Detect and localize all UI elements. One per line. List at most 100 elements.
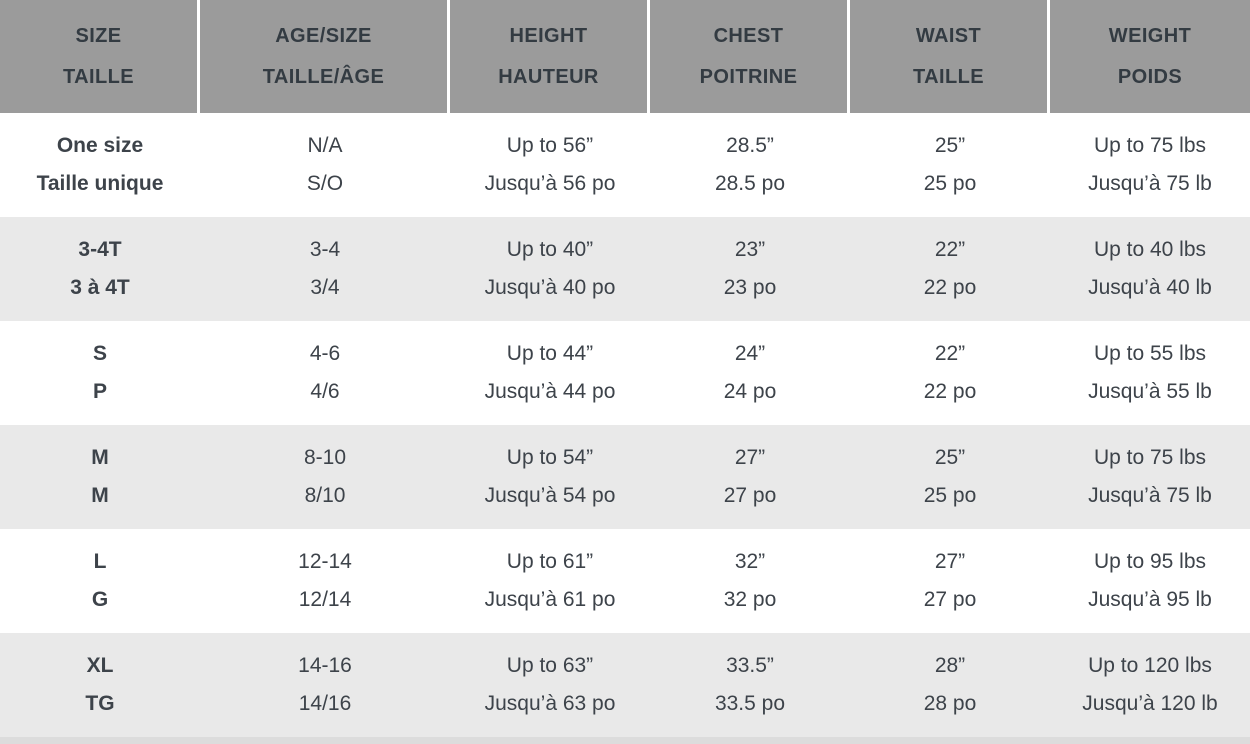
cell-line-en: Up to 40” — [506, 238, 594, 261]
column-header-waist: WAIST TAILLE — [850, 0, 1050, 113]
table-row: XL TG 14-16 14/16 Up to 63” Jusqu’à 63 po 33.5… — [0, 633, 1250, 737]
cell-weight: Up to 75 lbs Jusqu’à 75 lb — [1050, 425, 1250, 529]
cell-line-en: L — [93, 550, 107, 573]
cell-size: One size Taille unique — [0, 113, 200, 217]
cell-line-fr: 4/6 — [310, 380, 340, 403]
cell-line-fr: Jusqu’à 61 po — [484, 588, 616, 611]
cell-line-en: Up to 44” — [506, 342, 594, 365]
cell-line-en: 3-4 — [309, 238, 341, 261]
cell-line-en: 25” — [934, 446, 966, 469]
cell-line-fr: 28.5 po — [714, 172, 786, 195]
cell-height: Up to 44” Jusqu’à 44 po — [450, 321, 650, 425]
cell-chest: 27” 27 po — [650, 425, 850, 529]
cell-line-fr: 12/14 — [298, 588, 352, 611]
cell-line-en: One size — [56, 134, 144, 157]
cell-line-fr: Jusqu’à 75 lb — [1088, 484, 1212, 507]
cell-line-fr: 22 po — [923, 380, 977, 403]
cell-line-en: 12-14 — [298, 550, 352, 573]
cell-line-en: Up to 55 lbs — [1093, 342, 1207, 365]
cell-waist: 22” 22 po — [850, 217, 1050, 321]
column-label-en: CHEST — [713, 24, 784, 47]
cell-line-fr: 27 po — [923, 588, 977, 611]
cell-line-fr: P — [92, 380, 107, 403]
table-row: M M 8-10 8/10 Up to 54” Jusqu’à 54 po 27” 27 po… — [0, 425, 1250, 529]
cell-line-en: 8-10 — [303, 446, 347, 469]
column-label-fr: POIDS — [1117, 65, 1183, 88]
cell-line-en: 25” — [934, 134, 966, 157]
cell-line-en: N/A — [307, 134, 343, 157]
cell-line-en: 32” — [734, 550, 766, 573]
cell-age-size: N/A S/O — [200, 113, 450, 217]
cell-line-en: 3-4T — [78, 238, 122, 261]
column-label-fr: HAUTEUR — [498, 65, 599, 88]
column-header-weight: WEIGHT POIDS — [1050, 0, 1250, 113]
cell-line-en: 28.5” — [726, 134, 774, 157]
cell-line-en: Up to 61” — [506, 550, 594, 573]
column-label-fr: POITRINE — [699, 65, 798, 88]
cell-chest: 33.5” 33.5 po — [650, 633, 850, 737]
cell-age-size: 4-6 4/6 — [200, 321, 450, 425]
cell-line-en: 4-6 — [309, 342, 341, 365]
cell-line-fr: Jusqu’à 56 po — [484, 172, 616, 195]
cell-chest: 28.5” 28.5 po — [650, 113, 850, 217]
cell-line-en: XL — [86, 654, 114, 677]
column-label-fr: TAILLE — [63, 65, 134, 88]
column-label-fr: TAILLE/ÂGE — [262, 65, 385, 88]
cell-line-fr: 32 po — [723, 588, 777, 611]
cell-height: Up to 63” Jusqu’à 63 po — [450, 633, 650, 737]
column-label-en: WEIGHT — [1108, 24, 1192, 47]
cell-line-fr: S/O — [306, 172, 344, 195]
table-row: S P 4-6 4/6 Up to 44” Jusqu’à 44 po 24” 24 po 22… — [0, 321, 1250, 425]
cell-line-fr: Jusqu’à 54 po — [484, 484, 616, 507]
cell-line-en: Up to 75 lbs — [1093, 134, 1207, 157]
cell-waist: 25” 25 po — [850, 425, 1050, 529]
cell-line-fr: 27 po — [723, 484, 777, 507]
cell-line-en: 27” — [934, 550, 966, 573]
cell-waist: 22” 22 po — [850, 321, 1050, 425]
cell-line-fr: Jusqu’à 63 po — [484, 692, 616, 715]
bottom-strip — [0, 737, 1250, 744]
cell-line-en: Up to 63” — [506, 654, 594, 677]
cell-line-fr: Jusqu’à 40 po — [484, 276, 616, 299]
column-header-age-size: AGE/SIZE TAILLE/ÂGE — [200, 0, 450, 113]
cell-line-en: Up to 75 lbs — [1093, 446, 1207, 469]
cell-line-en: S — [92, 342, 107, 365]
cell-line-en: Up to 40 lbs — [1093, 238, 1207, 261]
cell-line-fr: 24 po — [723, 380, 777, 403]
cell-chest: 24” 24 po — [650, 321, 850, 425]
cell-weight: Up to 55 lbs Jusqu’à 55 lb — [1050, 321, 1250, 425]
cell-line-en: 28” — [934, 654, 966, 677]
cell-line-en: M — [91, 446, 109, 469]
column-label-en: SIZE — [75, 24, 122, 47]
cell-waist: 27” 27 po — [850, 529, 1050, 633]
cell-line-fr: 25 po — [923, 172, 977, 195]
cell-height: Up to 54” Jusqu’à 54 po — [450, 425, 650, 529]
cell-line-fr: M — [91, 484, 109, 507]
cell-weight: Up to 75 lbs Jusqu’à 75 lb — [1050, 113, 1250, 217]
cell-chest: 23” 23 po — [650, 217, 850, 321]
column-label-en: AGE/SIZE — [275, 24, 372, 47]
column-header-height: HEIGHT HAUTEUR — [450, 0, 650, 113]
cell-line-fr: G — [91, 588, 109, 611]
cell-line-fr: TG — [85, 692, 115, 715]
table-body: One size Taille unique N/A S/O Up to 56” Jusq… — [0, 113, 1250, 737]
cell-size: 3-4T 3 à 4T — [0, 217, 200, 321]
cell-weight: Up to 40 lbs Jusqu’à 40 lb — [1050, 217, 1250, 321]
cell-age-size: 12-14 12/14 — [200, 529, 450, 633]
column-label-en: WAIST — [915, 24, 982, 47]
table-header-row: SIZE TAILLE AGE/SIZE TAILLE/ÂGE HEIGHT HAUTEU… — [0, 0, 1250, 113]
cell-line-fr: Taille unique — [36, 172, 164, 195]
cell-line-fr: Jusqu’à 40 lb — [1088, 276, 1212, 299]
cell-age-size: 14-16 14/16 — [200, 633, 450, 737]
cell-line-en: 23” — [734, 238, 766, 261]
cell-line-en: 22” — [934, 342, 966, 365]
cell-weight: Up to 95 lbs Jusqu’à 95 lb — [1050, 529, 1250, 633]
column-label-fr: TAILLE — [913, 65, 984, 88]
table-row: L G 12-14 12/14 Up to 61” Jusqu’à 61 po 32” 32 … — [0, 529, 1250, 633]
cell-line-en: Up to 95 lbs — [1093, 550, 1207, 573]
cell-size: XL TG — [0, 633, 200, 737]
